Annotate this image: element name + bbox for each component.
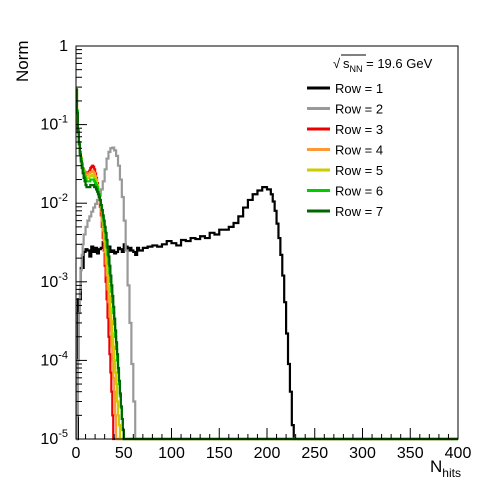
series-line-row-1 [76, 186, 458, 441]
annotation-text: sNN = 19.6 GeV [343, 56, 433, 74]
x-tick-label: 400 [445, 445, 472, 462]
y-tick-label: 10-1 [40, 114, 68, 134]
x-axis: 0 50 100 150 200 250 300 350 400 [72, 428, 472, 462]
legend-label-row-2: Row = 2 [335, 102, 383, 117]
series-line-row-2 [75, 146, 458, 441]
legend-label-row-5: Row = 5 [335, 163, 383, 178]
legend-label-row-4: Row = 4 [335, 143, 383, 158]
y-tick-label: 1 [59, 38, 68, 55]
y-tick-label: 10-3 [40, 271, 68, 291]
legend-label-row-6: Row = 6 [335, 184, 383, 199]
energy-annotation: √ sNN = 19.6 GeV [333, 54, 433, 74]
y-axis-title: Norm [13, 40, 32, 82]
y-axis: 1 10-1 10-2 10-3 10-4 10-5 [40, 38, 87, 448]
series-layer [75, 88, 458, 441]
y-tick-label: 10-4 [40, 349, 68, 369]
y-tick-label: 10-5 [40, 428, 68, 448]
sqrt-symbol: √ [333, 56, 341, 71]
x-tick-label: 150 [206, 445, 233, 462]
series-line-row-7 [75, 88, 458, 441]
x-axis-title-main: N [430, 457, 442, 476]
x-tick-label: 350 [397, 445, 424, 462]
x-tick-label: 100 [158, 445, 185, 462]
legend-label-row-7: Row = 7 [335, 204, 383, 219]
x-axis-title: Nhits [430, 457, 461, 480]
x-tick-label: 300 [349, 445, 376, 462]
legend-label-row-3: Row = 3 [335, 122, 383, 137]
x-tick-label: 50 [115, 445, 133, 462]
legend-label-row-1: Row = 1 [335, 81, 383, 96]
x-tick-label: 0 [72, 445, 81, 462]
legend: Row = 1 Row = 2 Row = 3 Row = 4 Row = 5 Row =… [307, 81, 383, 219]
x-axis-title-sub: hits [442, 466, 461, 480]
x-tick-label: 200 [254, 445, 281, 462]
y-tick-label: 10-2 [40, 192, 68, 212]
x-tick-label: 250 [301, 445, 328, 462]
